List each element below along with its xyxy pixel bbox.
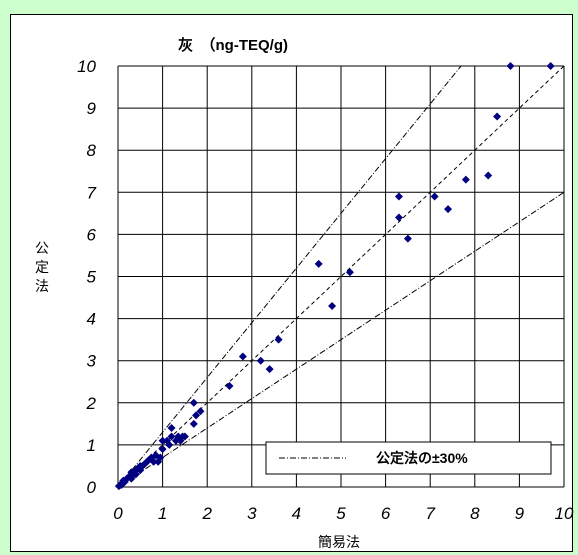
data-point [167, 432, 176, 441]
data-point [131, 470, 140, 479]
x-tick-label: 3 [247, 504, 257, 523]
y-tick-label: 9 [87, 99, 97, 118]
x-tick-label: 5 [336, 504, 346, 523]
data-point [189, 398, 198, 407]
y-tick-label: 10 [77, 57, 96, 76]
scatter-chart: 灰 （ng-TEQ/g) 公定法 簡易法 0 1 2 3 4 5 6 7 8 9 10 0 1 2 3 4 5… [35, 36, 574, 550]
data-point [127, 468, 136, 477]
x-tick-label: 9 [515, 504, 525, 523]
y-tick-label: 0 [87, 478, 97, 497]
data-point [189, 419, 198, 428]
y-tick-label: 8 [87, 141, 97, 160]
x-tick-label: 7 [425, 504, 435, 523]
data-points [114, 62, 555, 491]
y-tick-labels: 0 1 2 3 4 5 6 7 8 9 10 [77, 57, 96, 497]
reference-line-1to1 [117, 65, 565, 488]
reference-line-30pct [117, 191, 565, 488]
x-tick-label: 10 [555, 504, 574, 523]
data-point [430, 192, 439, 201]
data-point [394, 192, 403, 201]
data-point [165, 440, 174, 449]
y-tick-label: 6 [87, 225, 97, 244]
data-point [345, 268, 354, 277]
legend-label: 公定法の±30% [376, 450, 468, 466]
x-tick-label: 1 [158, 504, 167, 523]
x-tick-labels: 0 1 2 3 4 5 6 7 8 9 10 [113, 504, 574, 523]
x-axis-label: 簡易法 [318, 534, 360, 550]
data-point [196, 407, 205, 416]
data-point [328, 301, 337, 310]
y-tick-label: 3 [87, 352, 97, 371]
data-point [156, 453, 165, 462]
data-point [265, 365, 274, 374]
data-point [225, 381, 234, 390]
data-point [394, 213, 403, 222]
y-tick-label: 5 [87, 268, 97, 287]
data-point [158, 445, 167, 454]
data-point [493, 112, 502, 121]
reference-line-30pct [117, 65, 462, 488]
data-point [506, 62, 515, 70]
reference-lines [117, 65, 565, 488]
data-point [192, 411, 201, 420]
data-point [484, 171, 493, 180]
data-point [238, 352, 247, 361]
y-tick-label: 1 [87, 436, 96, 455]
data-point [546, 62, 555, 70]
data-point [127, 474, 136, 483]
legend: 公定法の±30% [265, 441, 552, 475]
y-tick-label: 2 [86, 394, 97, 413]
data-point [180, 432, 189, 441]
chart-title: 灰 （ng-TEQ/g) [178, 36, 288, 54]
x-tick-label: 0 [113, 504, 123, 523]
data-point [256, 356, 265, 365]
data-point [167, 424, 176, 433]
x-tick-label: 4 [292, 504, 301, 523]
x-tick-label: 6 [381, 504, 391, 523]
data-point [134, 464, 143, 473]
data-point [149, 457, 158, 466]
y-tick-label: 4 [87, 310, 96, 329]
data-point [158, 436, 167, 445]
data-point [461, 175, 470, 184]
y-tick-label: 7 [87, 183, 97, 202]
y-axis-label: 公定法 [35, 240, 49, 294]
x-tick-label: 8 [470, 504, 480, 523]
data-point [403, 234, 412, 243]
x-tick-label: 2 [201, 504, 212, 523]
data-point [274, 335, 283, 344]
chart-frame: 灰 （ng-TEQ/g) 公定法 簡易法 0 1 2 3 4 5 6 7 8 9 10 0 1 2 3 4 5… [10, 14, 574, 552]
data-point [444, 205, 453, 214]
data-point [314, 259, 323, 268]
